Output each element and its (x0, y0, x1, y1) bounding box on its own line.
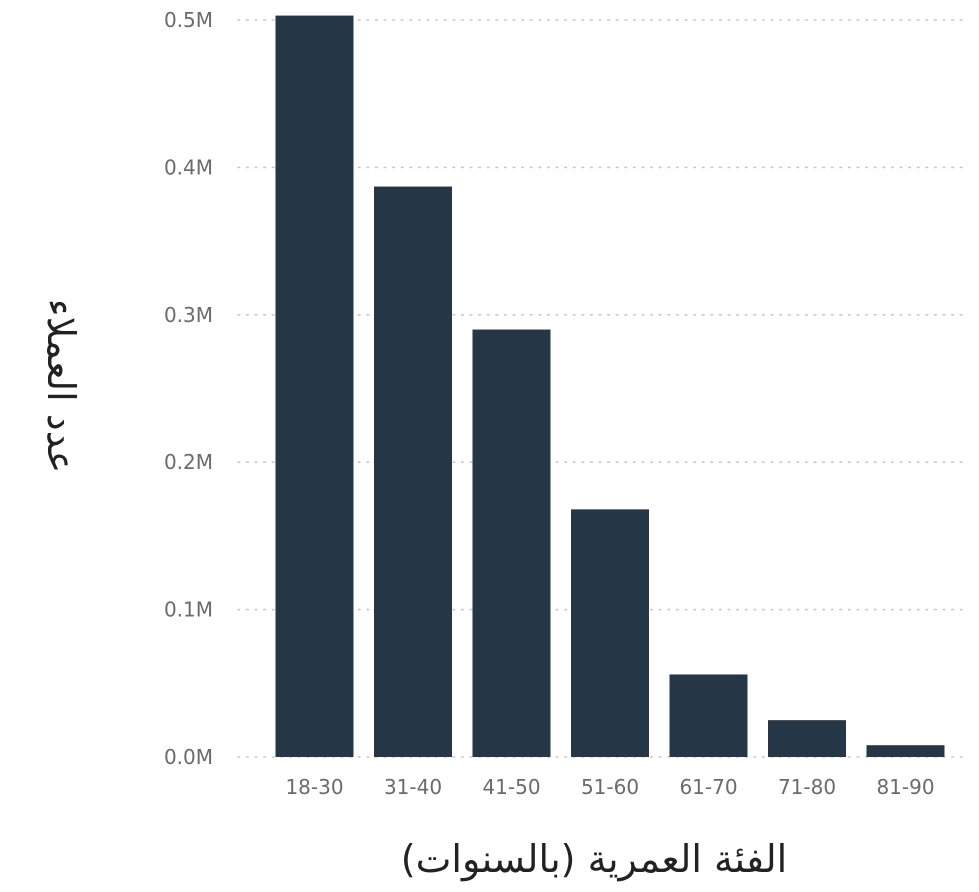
x-tick-label: 71-80 (778, 775, 836, 799)
bar-31-40 (374, 186, 452, 757)
x-tick-label: 41-50 (482, 775, 540, 799)
bar-71-80 (768, 720, 846, 757)
x-axis-title: الفئة العمرية (بالسنوات) (401, 837, 787, 882)
x-tick-label: 81-90 (876, 775, 934, 799)
bar-81-90 (866, 745, 945, 757)
y-tick-label: 0.0M (164, 745, 213, 769)
bar-18-30 (275, 15, 354, 757)
x-tick-label: 31-40 (384, 775, 442, 799)
bars (275, 15, 945, 757)
bar-51-60 (571, 509, 649, 757)
y-axis-ticks: 0.0M 0.1M 0.2M 0.3M 0.4M 0.5M (164, 8, 213, 769)
y-tick-label: 0.3M (164, 303, 213, 327)
y-tick-label: 0.4M (164, 155, 213, 179)
y-tick-label: 0.1M (164, 598, 213, 622)
bar-61-70 (669, 674, 748, 757)
gridlines (237, 19, 969, 758)
x-tick-label: 61-70 (679, 775, 737, 799)
x-axis-ticks: 18-30 31-40 41-50 51-60 61-70 71-80 81-90 (285, 775, 934, 799)
y-tick-label: 0.2M (164, 450, 213, 474)
x-tick-label: 18-30 (285, 775, 343, 799)
x-tick-label: 51-60 (581, 775, 639, 799)
y-tick-label: 0.5M (164, 8, 213, 32)
bar-41-50 (472, 329, 551, 757)
y-axis-title: عدد العملاء (39, 299, 83, 474)
